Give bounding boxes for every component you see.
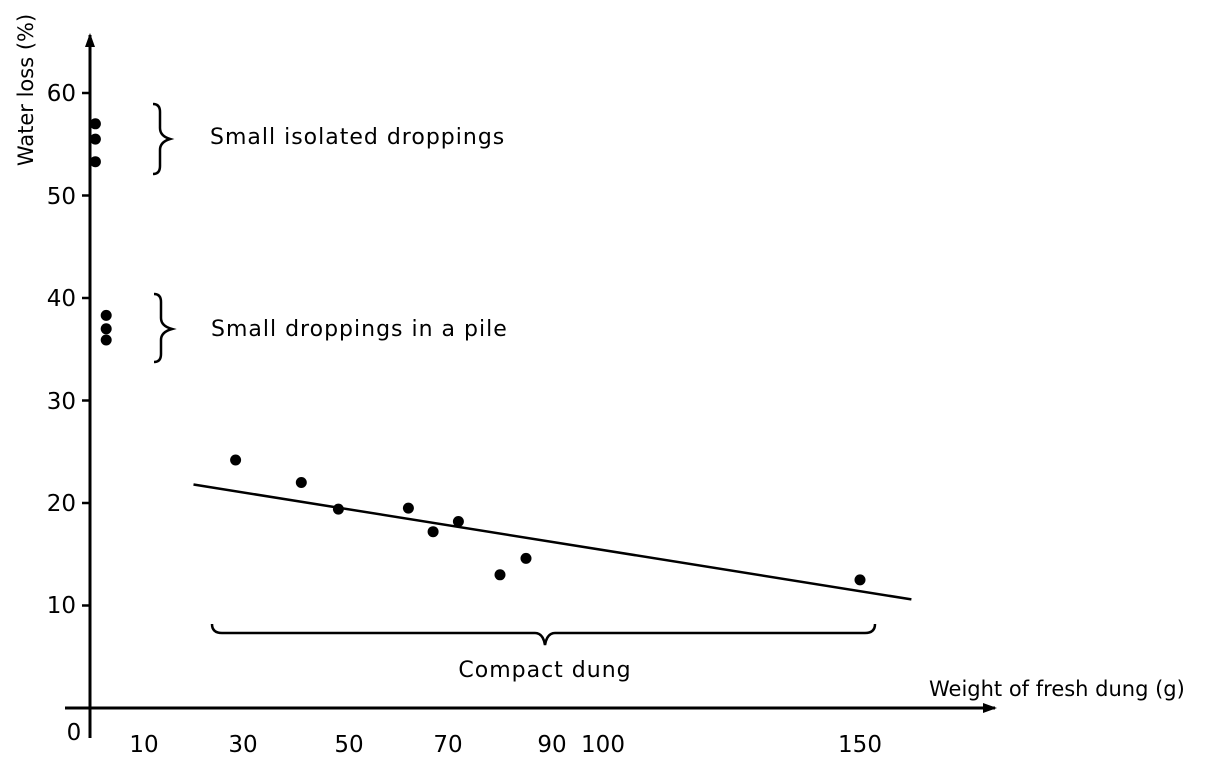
y-tick-label: 30	[47, 389, 76, 415]
group-label-compact: Compact dung	[458, 658, 631, 683]
data-point	[89, 133, 101, 145]
data-point	[100, 323, 112, 335]
x-tick-label: 100	[581, 732, 625, 757]
y-tick-label: 50	[47, 184, 76, 210]
group-label-isolated: Small isolated droppings	[210, 125, 505, 150]
data-point	[520, 552, 532, 564]
data-point	[402, 502, 414, 514]
y-axis-label: Water loss (%)	[14, 14, 38, 166]
data-point	[427, 526, 439, 538]
x-tick-label: 50	[334, 732, 363, 757]
data-point	[494, 569, 506, 581]
y-tick-label: 20	[47, 491, 76, 517]
data-point	[89, 156, 101, 168]
y-tick-label: 60	[47, 81, 76, 107]
data-point	[230, 454, 242, 466]
data-point	[295, 477, 307, 488]
x-tick-label: 0	[67, 720, 82, 746]
x-tick-label: 30	[228, 732, 257, 757]
data-point	[452, 516, 464, 527]
x-tick-label: 70	[433, 732, 462, 757]
y-tick-label: 40	[47, 286, 76, 312]
brace-isolated	[152, 102, 175, 176]
data-point	[332, 503, 344, 515]
x-tick-label: 10	[129, 732, 158, 757]
x-tick-label: 150	[838, 732, 882, 757]
data-point	[100, 309, 112, 321]
data-point	[854, 574, 866, 586]
trend-line	[193, 483, 912, 601]
x-tick-label: 90	[537, 732, 566, 757]
group-label-pile: Small droppings in a pile	[211, 317, 508, 342]
data-point	[89, 118, 101, 130]
brace-compact	[210, 623, 877, 646]
x-axis-label: Weight of fresh dung (g)	[929, 677, 1185, 701]
y-tick-label: 10	[47, 593, 76, 619]
brace-pile	[153, 292, 177, 364]
data-point	[100, 334, 112, 346]
